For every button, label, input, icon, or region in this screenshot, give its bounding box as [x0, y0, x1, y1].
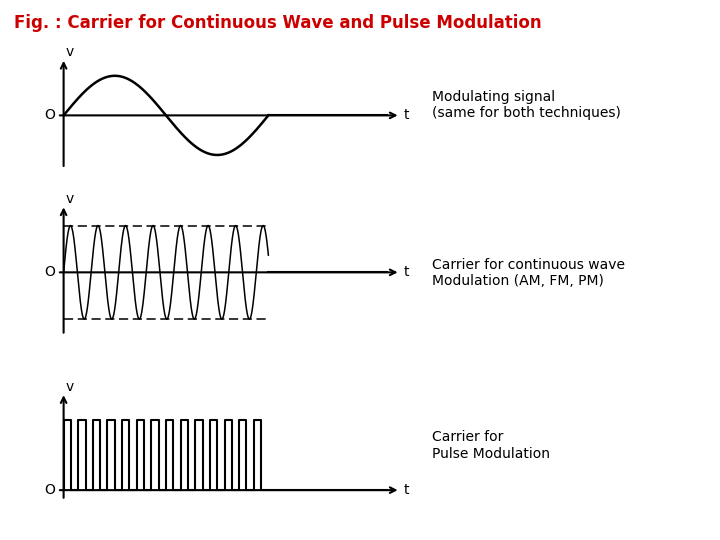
Text: Modulating signal
(same for both techniques): Modulating signal (same for both techniq… [432, 90, 621, 120]
Text: v: v [66, 45, 73, 59]
Text: Fig. : Carrier for Continuous Wave and Pulse Modulation: Fig. : Carrier for Continuous Wave and P… [14, 14, 542, 31]
Text: t: t [404, 483, 409, 497]
Text: v: v [66, 192, 73, 206]
Text: Carrier for
Pulse Modulation: Carrier for Pulse Modulation [432, 430, 550, 461]
Text: t: t [404, 265, 409, 279]
Text: t: t [404, 109, 409, 123]
Text: Carrier for continuous wave
Modulation (AM, FM, PM): Carrier for continuous wave Modulation (… [432, 258, 625, 288]
Text: O: O [45, 483, 55, 497]
Text: O: O [45, 109, 55, 123]
Text: v: v [66, 380, 73, 394]
Text: O: O [45, 265, 55, 279]
